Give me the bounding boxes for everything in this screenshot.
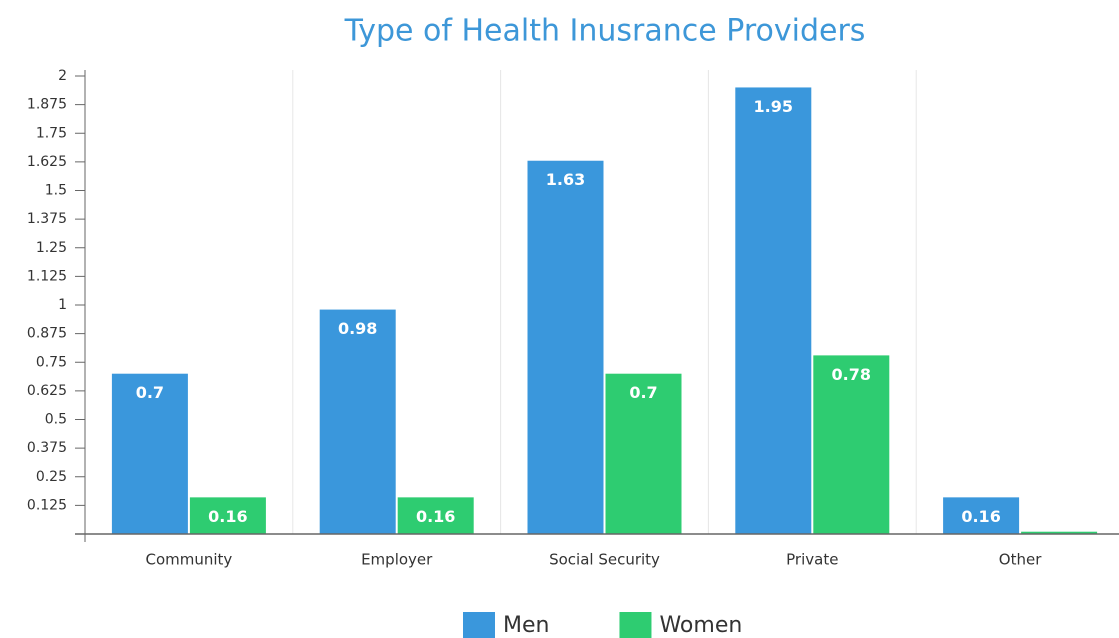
y-tick-label: 0.75 [36, 354, 67, 370]
bar [527, 160, 604, 535]
y-tick-label: 1.625 [27, 154, 67, 170]
data-label: 1.63 [546, 170, 585, 189]
bar [813, 355, 890, 534]
chart-title: Type of Health Inusrance Providers [344, 14, 866, 49]
bar [1021, 531, 1098, 534]
data-label: 0.16 [208, 507, 247, 526]
bar [605, 373, 682, 534]
data-label: 0.7 [629, 383, 657, 402]
data-label: 0.16 [961, 507, 1000, 526]
x-tick-label: Private [786, 551, 838, 569]
x-tick-label: Social Security [549, 551, 660, 569]
y-tick-label: 2 [58, 68, 67, 84]
bar [319, 309, 396, 534]
data-label: 0.7 [136, 383, 164, 402]
y-tick-label: 0.875 [27, 326, 67, 342]
x-tick-label: Community [145, 551, 232, 569]
y-tick-label: 0.125 [27, 497, 67, 513]
y-tick-label: 0.25 [36, 469, 67, 485]
legend-label: Women [659, 613, 742, 638]
x-tick-label: Other [999, 551, 1042, 569]
y-tick-label: 1.375 [27, 211, 67, 227]
bar [397, 497, 474, 534]
legend-label: Men [503, 613, 549, 638]
legend-swatch [619, 612, 652, 638]
y-tick-label: 1 [58, 297, 67, 313]
x-tick-label: Employer [361, 551, 433, 569]
bar [189, 497, 266, 534]
y-tick-label: 1.875 [27, 97, 67, 113]
y-tick-label: 0.5 [45, 412, 67, 428]
y-tick-label: 0.625 [27, 383, 67, 399]
y-tick-label: 1.25 [36, 240, 67, 256]
data-label: 0.16 [416, 507, 455, 526]
legend-swatch [463, 612, 495, 638]
bar [735, 87, 812, 534]
data-label: 0.78 [832, 365, 871, 384]
y-tick-label: 0.375 [27, 440, 67, 456]
data-label: 1.95 [754, 97, 793, 116]
y-tick-label: 1.75 [36, 125, 67, 141]
bar [943, 497, 1020, 534]
y-tick-label: 1.125 [27, 268, 67, 284]
data-label: 0.98 [338, 319, 377, 338]
bar [111, 373, 188, 534]
y-tick-label: 1.5 [45, 183, 67, 199]
